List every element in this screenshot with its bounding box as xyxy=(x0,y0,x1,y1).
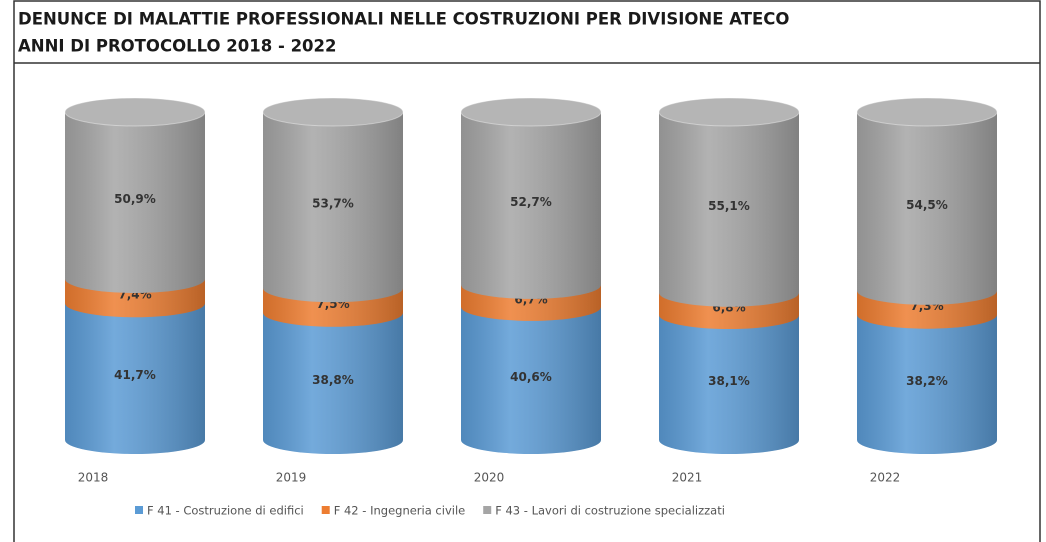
value-label: 52,7% xyxy=(510,195,552,209)
legend-swatch xyxy=(321,506,330,514)
shading xyxy=(65,303,205,454)
shading xyxy=(659,112,799,307)
legend-swatch xyxy=(135,506,143,514)
value-label: 54,5% xyxy=(906,198,948,212)
shading xyxy=(65,112,205,293)
x-tick-label: 2019 xyxy=(276,471,307,485)
chart-subtitle: ANNI DI PROTOCOLLO 2018 - 2022 xyxy=(18,37,337,56)
x-tick-label: 2022 xyxy=(870,471,901,485)
cylinder-top xyxy=(64,97,206,127)
frame xyxy=(13,0,1041,542)
x-tick-label: 2018 xyxy=(78,471,109,485)
cylinder-top-shade xyxy=(857,98,997,126)
shading xyxy=(263,312,403,454)
value-label: 38,2% xyxy=(906,374,948,388)
shading xyxy=(461,112,601,299)
value-label: 38,8% xyxy=(312,373,354,387)
legend-swatch xyxy=(483,506,492,514)
cylinder-top-shade xyxy=(659,98,799,126)
shading xyxy=(659,315,799,454)
legend-label: F 43 - Lavori di costruzione specializza… xyxy=(495,504,725,518)
x-tick-label: 2021 xyxy=(672,471,703,485)
cylinder-top-shade xyxy=(263,98,403,126)
cylinder-top xyxy=(658,97,800,127)
legend-label: F 42 - Ingegneria civile xyxy=(334,504,466,518)
shading xyxy=(857,314,997,454)
cylinder-top xyxy=(856,97,998,127)
legend-label: F 41 - Costruzione di edifici xyxy=(147,504,304,518)
value-label: 41,7% xyxy=(114,368,156,382)
cylinder-top xyxy=(262,97,404,127)
x-tick-label: 2020 xyxy=(474,471,505,485)
value-label: 50,9% xyxy=(114,192,156,206)
cylinder-top xyxy=(460,97,602,127)
cylinder-top-shade xyxy=(65,98,205,126)
shading xyxy=(263,112,403,303)
shading xyxy=(461,306,601,454)
cylinder-top-shade xyxy=(461,98,601,126)
chart-title: DENUNCE DI MALATTIE PROFESSIONALI NELLE … xyxy=(18,10,789,29)
plot: 41,7%7,4%50,9%201838,8%7,5%53,7%201940,6… xyxy=(64,97,998,485)
legend: F 41 - Costruzione di edifici F 42 - Inge… xyxy=(135,504,725,518)
shading xyxy=(857,112,997,305)
value-label: 55,1% xyxy=(708,199,750,213)
value-label: 53,7% xyxy=(312,197,354,211)
value-label: 38,1% xyxy=(708,374,750,388)
value-label: 40,6% xyxy=(510,370,552,384)
